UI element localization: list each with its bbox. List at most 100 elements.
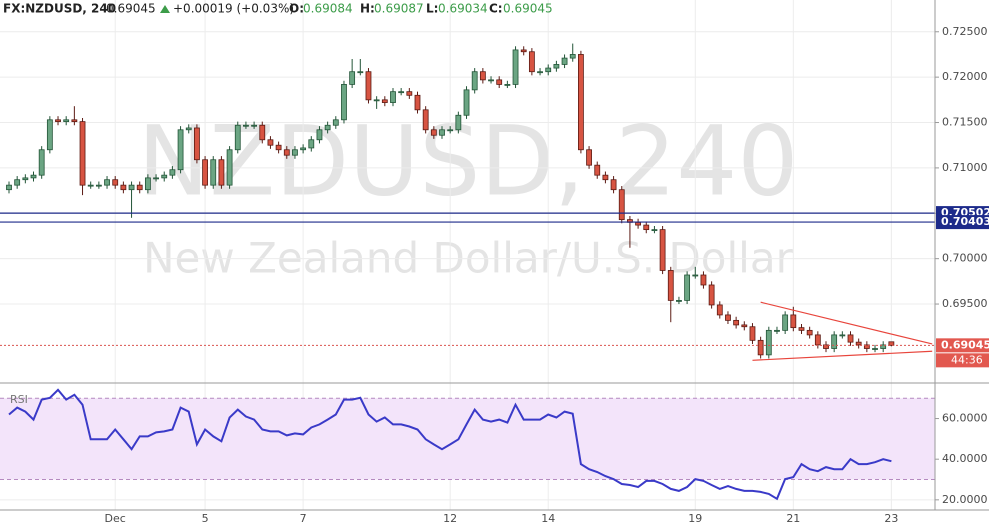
candle-body bbox=[398, 91, 405, 94]
candle-body bbox=[251, 124, 258, 127]
watermark-symbol: NZDUSD, 240 bbox=[138, 105, 799, 217]
last-price: 0.69045 bbox=[106, 2, 156, 16]
rsi-band bbox=[0, 398, 935, 480]
candle-body bbox=[194, 127, 200, 161]
candle-body bbox=[439, 129, 445, 136]
candle-body bbox=[578, 54, 584, 151]
candle-body bbox=[618, 189, 625, 221]
header: FX:NZDUSD, 240 0.69045 +0.00019 (+0.03%)… bbox=[3, 2, 553, 16]
candle-body bbox=[226, 149, 233, 186]
candle-body bbox=[537, 71, 543, 74]
candle-body bbox=[863, 344, 870, 349]
candle-body bbox=[463, 89, 470, 116]
candle-body bbox=[71, 119, 78, 123]
candle-body bbox=[455, 114, 462, 131]
candle-body bbox=[177, 129, 184, 171]
candle-body bbox=[55, 119, 61, 123]
x-tick-label: 19 bbox=[688, 512, 702, 525]
candle-body bbox=[855, 341, 862, 346]
candle-body bbox=[373, 99, 380, 102]
candle-body bbox=[6, 184, 12, 191]
candle-body bbox=[496, 79, 503, 85]
x-tick-label: 21 bbox=[786, 512, 800, 525]
candle-body bbox=[349, 71, 356, 85]
candle-body bbox=[880, 344, 887, 349]
y-tick-label: 40.0000 bbox=[942, 452, 988, 465]
candle-body bbox=[243, 124, 249, 127]
candle-body bbox=[798, 327, 805, 331]
candle-body bbox=[128, 184, 135, 191]
candle-body bbox=[292, 149, 298, 156]
candle-body bbox=[520, 49, 527, 53]
level-label: 0.70403 bbox=[941, 215, 989, 228]
candle-body bbox=[667, 270, 674, 301]
marks bbox=[0, 43, 935, 501]
candle-body bbox=[38, 149, 45, 176]
x-tick-label: 12 bbox=[443, 512, 457, 525]
candle-body bbox=[684, 274, 691, 301]
y-tick-label: 0.71000 bbox=[942, 161, 988, 174]
x-tick-label: 23 bbox=[884, 512, 898, 525]
candle-body bbox=[30, 174, 37, 179]
candle-body bbox=[79, 121, 86, 186]
candle-body bbox=[332, 119, 339, 126]
level-label-bg bbox=[936, 215, 989, 230]
candle-body bbox=[504, 84, 511, 86]
candle-body bbox=[553, 64, 560, 69]
candle-body bbox=[692, 274, 699, 277]
candle-body bbox=[872, 348, 878, 350]
rsi-label: RSI bbox=[10, 393, 28, 406]
candle-body bbox=[316, 129, 323, 141]
candle-body bbox=[733, 319, 740, 326]
candle-body bbox=[488, 79, 494, 82]
y-tick-label: 60.0000 bbox=[942, 412, 988, 425]
y-tick-label: 0.72500 bbox=[942, 25, 988, 38]
candle-body bbox=[300, 147, 307, 151]
candle-body bbox=[341, 84, 347, 121]
y-tick-label: 0.71500 bbox=[942, 116, 988, 129]
candle-body bbox=[716, 304, 723, 316]
candle-body bbox=[725, 314, 731, 321]
candle-body bbox=[774, 329, 780, 332]
candle-body bbox=[700, 274, 707, 286]
candle-body bbox=[136, 184, 143, 191]
price-label: 0.69045 bbox=[941, 338, 989, 351]
watermark-name: New Zealand Dollar/U.S. Dollar bbox=[143, 234, 793, 283]
countdown-bg bbox=[936, 353, 989, 368]
up-arrow-icon bbox=[160, 5, 170, 13]
candle-body bbox=[610, 179, 617, 191]
candle-body bbox=[569, 54, 576, 59]
trendline bbox=[752, 350, 933, 361]
candle-body bbox=[782, 314, 789, 331]
price-label-bg bbox=[936, 338, 989, 353]
x-tick-label: Dec bbox=[105, 512, 126, 525]
candle-body bbox=[169, 169, 176, 176]
candle-body bbox=[430, 129, 437, 136]
y-tick-label: 20.0000 bbox=[942, 493, 988, 506]
candle-body bbox=[479, 71, 486, 81]
candle-body bbox=[586, 149, 592, 166]
candle-body bbox=[414, 94, 421, 111]
ohlc-label: O: bbox=[289, 2, 304, 16]
candle-body bbox=[365, 71, 372, 101]
candle-body bbox=[46, 119, 53, 151]
candle-body bbox=[831, 334, 838, 349]
x-tick-label: 5 bbox=[202, 512, 209, 525]
candle-body bbox=[471, 71, 478, 91]
candle-body bbox=[283, 149, 290, 156]
candle-body bbox=[112, 179, 119, 186]
candle-body bbox=[847, 334, 854, 343]
candle-body bbox=[95, 184, 102, 187]
candle-body bbox=[814, 334, 821, 346]
candle-body bbox=[651, 229, 658, 232]
candle-body bbox=[120, 184, 127, 191]
candle-body bbox=[357, 71, 364, 74]
countdown: 44:36 bbox=[951, 353, 983, 366]
candle-body bbox=[422, 109, 429, 131]
candle-body bbox=[259, 124, 266, 141]
candle-body bbox=[741, 324, 748, 328]
candle-body bbox=[267, 139, 274, 146]
candle-body bbox=[104, 179, 110, 186]
